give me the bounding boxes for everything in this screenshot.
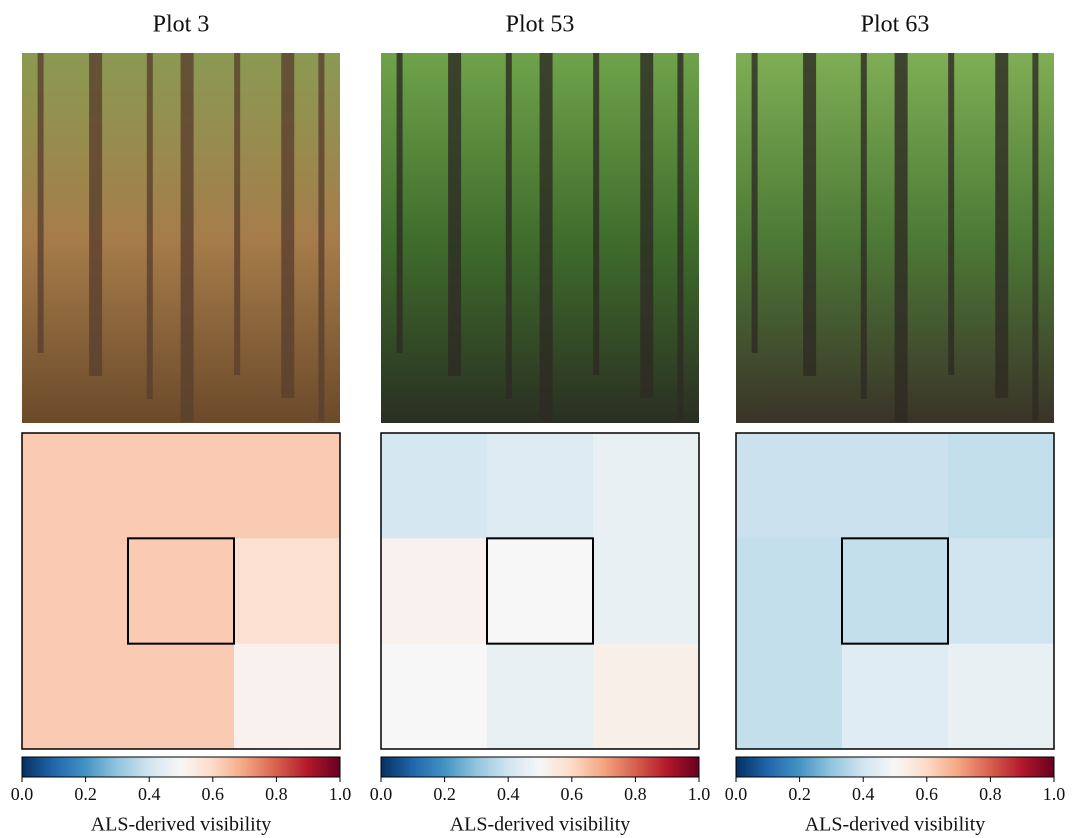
- photo-trunk: [803, 53, 817, 376]
- colorbar: [380, 756, 700, 778]
- photo-trunk: [894, 53, 908, 422]
- photo-trunk: [234, 53, 241, 375]
- heatmap-cell: [948, 643, 1055, 750]
- heatmap-cell: [22, 643, 129, 750]
- photo-trunk: [505, 53, 512, 399]
- center-cell-outline: [127, 537, 235, 645]
- photo-trunk: [593, 53, 600, 375]
- x-tick-label: 1.0: [688, 784, 711, 804]
- panel-title: Plot 3: [153, 12, 210, 38]
- heatmap-cell: [736, 538, 843, 645]
- heatmap-cell: [948, 538, 1055, 645]
- x-tick-label: 0.6: [202, 784, 225, 804]
- x-axis-label: ALS-derived visibility: [805, 814, 986, 836]
- x-tick-label: 0.8: [979, 784, 1002, 804]
- photo-trunk: [860, 53, 867, 399]
- heatmap-cell: [842, 433, 949, 539]
- x-tick-label: 0.4: [852, 784, 875, 804]
- x-tick-label: 0.2: [433, 784, 456, 804]
- heatmap-cell: [593, 643, 700, 750]
- heatmap-cell: [381, 643, 488, 750]
- x-tick-label: 0.0: [11, 784, 34, 804]
- x-tick-label: 0.4: [138, 784, 161, 804]
- colorbar: [735, 756, 1055, 778]
- heatmap-cell: [234, 538, 341, 645]
- photo-trunk: [146, 53, 153, 399]
- x-tick-label: 0.4: [497, 784, 520, 804]
- colorbar: [21, 756, 341, 778]
- heatmap-cell: [22, 433, 129, 539]
- heatmap-cell: [593, 538, 700, 645]
- heatmap-cell: [234, 433, 341, 539]
- photo-trunk: [180, 53, 194, 422]
- photo-trunk: [37, 53, 44, 353]
- photo-trunk: [318, 53, 325, 421]
- heatmap-cell: [234, 643, 341, 750]
- heatmap-cell: [381, 538, 488, 645]
- photo-trunk: [281, 53, 295, 398]
- heatmap-cell: [736, 643, 843, 750]
- photo-trunk: [396, 53, 403, 353]
- heatmap-cell: [487, 643, 594, 750]
- heatmap-cell: [593, 433, 700, 539]
- heatmap-cell: [381, 433, 488, 539]
- heatmap-cell: [842, 538, 949, 645]
- heatmap-frame: [21, 432, 341, 750]
- photo-trunk: [677, 53, 684, 421]
- heatmap-cell: [948, 433, 1055, 539]
- x-tick-label: 0.0: [725, 784, 748, 804]
- photo-trunk: [751, 53, 758, 353]
- heatmap-cell: [128, 643, 235, 750]
- x-tick-label: 0.2: [788, 784, 811, 804]
- heatmap-cell: [842, 643, 949, 750]
- x-tick-label: 0.2: [74, 784, 97, 804]
- x-tick-label: 1.0: [329, 784, 352, 804]
- photo-trunk: [448, 53, 462, 376]
- heatmap-cell: [128, 538, 235, 645]
- x-tick-label: 0.0: [370, 784, 393, 804]
- photo-trunk: [89, 53, 103, 376]
- center-cell-outline: [486, 537, 594, 645]
- x-tick-label: 0.6: [916, 784, 939, 804]
- heatmap-cell: [22, 538, 129, 645]
- photo-trunk: [1032, 53, 1039, 421]
- x-tick-label: 0.8: [624, 784, 647, 804]
- center-cell-outline: [841, 537, 949, 645]
- photo-trunk: [539, 53, 553, 422]
- heatmap-cell: [128, 433, 235, 539]
- x-tick-label: 1.0: [1043, 784, 1066, 804]
- x-axis-label: ALS-derived visibility: [450, 814, 631, 836]
- panel-title: Plot 53: [506, 12, 575, 38]
- x-tick-label: 0.6: [561, 784, 584, 804]
- photo-trunk: [948, 53, 955, 375]
- panel-title: Plot 63: [861, 12, 930, 38]
- photo-trunk: [995, 53, 1009, 398]
- heatmap-cell: [736, 433, 843, 539]
- heatmap-cell: [487, 538, 594, 645]
- x-tick-label: 0.8: [265, 784, 288, 804]
- heatmap-frame: [735, 432, 1055, 750]
- x-axis-label: ALS-derived visibility: [91, 814, 272, 836]
- heatmap-frame: [380, 432, 700, 750]
- photo-trunk: [640, 53, 654, 398]
- heatmap-cell: [487, 433, 594, 539]
